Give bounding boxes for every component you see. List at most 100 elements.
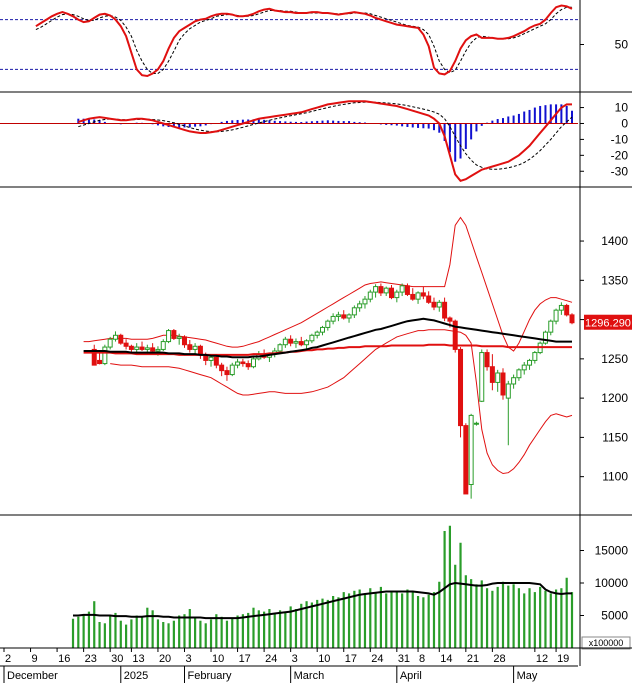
y-tick-label: 15000 [595, 544, 629, 558]
y-tick-label: 1250 [601, 352, 628, 366]
y-tick-label: -20 [611, 148, 629, 162]
candle [447, 317, 453, 322]
y-tick-label: -30 [611, 164, 629, 178]
moving-average-red [83, 343, 572, 356]
y-tick-label: 1100 [602, 470, 628, 484]
candle [91, 348, 97, 366]
candle [463, 425, 469, 495]
macd-signal-line [78, 101, 573, 170]
candle [144, 347, 150, 350]
x-tick-label: 28 [493, 653, 505, 665]
month-label: December [7, 670, 58, 682]
candle [367, 291, 373, 300]
candle [389, 287, 395, 299]
candle [197, 345, 203, 356]
candle [166, 330, 172, 343]
candle [521, 364, 527, 371]
candle [532, 352, 538, 361]
x-tick-label: 21 [467, 653, 479, 665]
volume-panel: 15000 10000 5000 x100000 [71, 525, 631, 650]
candle [187, 344, 193, 350]
x-tick-label: 3 [292, 653, 298, 665]
x-tick-label: 30 [111, 653, 123, 665]
candle [320, 326, 326, 333]
x-tick-label: 2 [5, 653, 11, 665]
candle [171, 330, 177, 339]
candle [527, 359, 533, 366]
candle [240, 361, 246, 365]
candle [314, 331, 320, 336]
candle [558, 304, 564, 311]
candle [452, 320, 458, 350]
x-tick-label: 8 [419, 653, 425, 665]
candle [304, 340, 310, 346]
candle [277, 344, 283, 352]
last-price-label: 1296.290 [585, 318, 631, 330]
x-tick-label: 3 [185, 653, 191, 665]
x-tick-label: 9 [32, 653, 38, 665]
x-tick-label: 31 [398, 653, 410, 665]
volume-multiplier-label: x100000 [589, 638, 624, 648]
candle [500, 372, 506, 396]
candle [208, 356, 214, 361]
candle [505, 383, 511, 399]
candle [415, 292, 421, 300]
candle [394, 291, 400, 299]
candle [351, 307, 357, 316]
candle [213, 356, 219, 366]
month-label: April [400, 670, 422, 682]
candle [511, 377, 517, 385]
candle [542, 331, 548, 344]
x-tick-label: 24 [265, 653, 277, 665]
y-tick-label: 1150 [602, 430, 628, 444]
candle [325, 320, 331, 328]
candle [219, 364, 225, 372]
x-tick-label: 19 [557, 653, 569, 665]
x-tick-label: 17 [239, 653, 251, 665]
y-tick-label: 5000 [601, 609, 628, 623]
candle [404, 285, 410, 295]
bollinger-lower [110, 329, 573, 475]
candle [378, 286, 384, 294]
macd-line [78, 100, 572, 182]
candle [224, 370, 230, 376]
multiplier-box [581, 636, 631, 650]
candle [155, 348, 161, 352]
volume-moving-average [73, 581, 572, 620]
x-tick-label: 24 [371, 653, 383, 665]
candle [373, 286, 379, 293]
y-tick-label: 0 [621, 116, 628, 130]
candle [436, 301, 442, 308]
candle [176, 336, 182, 339]
candle [357, 303, 363, 309]
candle [293, 341, 299, 344]
x-tick-label: 10 [212, 653, 224, 665]
candle [426, 295, 432, 303]
candle [250, 358, 256, 368]
candle [431, 301, 437, 308]
stochastic-panel: 50 [0, 4, 628, 78]
y-tick-label: 10 [615, 101, 629, 115]
candle [107, 338, 113, 348]
candle [553, 309, 559, 322]
price-panel: 14001350130012501200115011001296.290 [83, 216, 632, 499]
candle [330, 315, 336, 322]
candle [569, 314, 575, 324]
candle [150, 347, 156, 352]
candle [468, 414, 474, 486]
candle [516, 369, 522, 379]
candle [442, 301, 448, 319]
candle [346, 314, 352, 319]
bollinger-upper [83, 216, 573, 352]
candle [335, 314, 341, 317]
candle [420, 292, 426, 297]
candle [245, 363, 251, 368]
candle [97, 359, 103, 365]
candle [128, 345, 134, 350]
stoch-d-line [35, 6, 572, 74]
x-tick-label: 14 [440, 653, 452, 665]
candle [410, 293, 416, 300]
candle [192, 345, 198, 350]
candle [489, 366, 495, 383]
candle [181, 336, 187, 346]
